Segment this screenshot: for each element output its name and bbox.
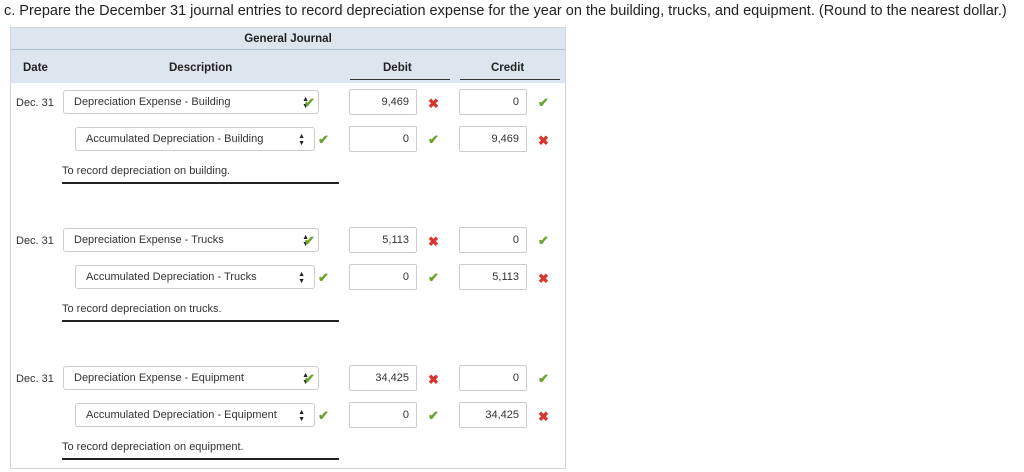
entry-explanation: To record depreciation on trucks. bbox=[62, 303, 222, 315]
debit-amount-input[interactable]: 34,425 bbox=[349, 365, 417, 391]
credit-account-select[interactable]: Accumulated Depreciation - Building ▲ ▼ bbox=[75, 127, 315, 151]
journal-title: General Journal bbox=[244, 33, 332, 45]
credit-account-select[interactable]: Accumulated Depreciation - Trucks ▲ ▼ bbox=[75, 265, 315, 289]
debit-account-value: Depreciation Expense - Building bbox=[74, 96, 231, 108]
explanation-underline bbox=[62, 458, 339, 460]
credit-account-value: Accumulated Depreciation - Equipment bbox=[86, 409, 277, 421]
checkmark-icon: ✔ bbox=[318, 270, 329, 285]
debit-amount-input[interactable]: 5,113 bbox=[349, 227, 417, 253]
up-down-arrow-icon: ▲ ▼ bbox=[302, 234, 309, 248]
debit-amount-input[interactable]: 0 bbox=[349, 126, 417, 152]
debit-account-value: Depreciation Expense - Equipment bbox=[74, 372, 244, 384]
checkmark-icon: ✔ bbox=[538, 233, 549, 248]
debit-account-select[interactable]: Depreciation Expense - Equipment ▲ ▼ bbox=[63, 366, 319, 390]
up-down-arrow-icon: ▲ ▼ bbox=[298, 409, 305, 423]
column-header-date: Date bbox=[23, 62, 48, 74]
x-mark-icon: ✖ bbox=[428, 234, 439, 249]
credit-account-value: Accumulated Depreciation - Trucks bbox=[86, 271, 257, 283]
credit-amount-input[interactable]: 9,469 bbox=[459, 126, 527, 152]
checkmark-icon: ✔ bbox=[318, 408, 329, 423]
x-mark-icon: ✖ bbox=[538, 409, 549, 424]
entry-date: Dec. 31 bbox=[16, 97, 54, 109]
checkmark-icon: ✔ bbox=[538, 95, 549, 110]
entry-explanation: To record depreciation on equipment. bbox=[62, 441, 244, 453]
x-mark-icon: ✖ bbox=[428, 372, 439, 387]
x-mark-icon: ✖ bbox=[538, 133, 549, 148]
x-mark-icon: ✖ bbox=[428, 96, 439, 111]
debit-account-select[interactable]: Depreciation Expense - Trucks ▲ ▼ bbox=[63, 228, 319, 252]
entry-date: Dec. 31 bbox=[16, 235, 54, 247]
credit-header-rule bbox=[460, 79, 560, 80]
credit-account-value: Accumulated Depreciation - Building bbox=[86, 133, 264, 145]
checkmark-icon: ✔ bbox=[428, 408, 439, 423]
checkmark-icon: ✔ bbox=[428, 132, 439, 147]
debit-header-rule bbox=[350, 79, 450, 80]
column-header-debit: Debit bbox=[383, 62, 412, 74]
checkmark-icon: ✔ bbox=[304, 371, 315, 386]
credit-amount-input[interactable]: 34,425 bbox=[459, 402, 527, 428]
debit-amount-input[interactable]: 0 bbox=[349, 402, 417, 428]
column-header-description: Description bbox=[169, 62, 233, 74]
checkmark-icon: ✔ bbox=[318, 132, 329, 147]
debit-amount-input[interactable]: 0 bbox=[349, 264, 417, 290]
table-header bbox=[11, 28, 565, 83]
title-divider bbox=[11, 49, 565, 50]
checkmark-icon: ✔ bbox=[304, 233, 315, 248]
checkmark-icon: ✔ bbox=[538, 371, 549, 386]
credit-amount-input[interactable]: 0 bbox=[459, 89, 527, 115]
question-text: c. Prepare the December 31 journal entri… bbox=[4, 3, 1007, 19]
up-down-arrow-icon: ▲ ▼ bbox=[302, 96, 309, 110]
general-journal-table: General Journal Date Description Debit C… bbox=[10, 27, 566, 469]
up-down-arrow-icon: ▲ ▼ bbox=[302, 372, 309, 386]
checkmark-icon: ✔ bbox=[428, 270, 439, 285]
credit-amount-input[interactable]: 5,113 bbox=[459, 264, 527, 290]
explanation-underline bbox=[62, 182, 339, 184]
up-down-arrow-icon: ▲ ▼ bbox=[298, 133, 305, 147]
credit-account-select[interactable]: Accumulated Depreciation - Equipment ▲ ▼ bbox=[75, 403, 315, 427]
debit-account-value: Depreciation Expense - Trucks bbox=[74, 234, 224, 246]
entry-date: Dec. 31 bbox=[16, 373, 54, 385]
up-down-arrow-icon: ▲ ▼ bbox=[298, 271, 305, 285]
credit-amount-input[interactable]: 0 bbox=[459, 227, 527, 253]
entry-explanation: To record depreciation on building. bbox=[62, 165, 231, 177]
explanation-underline bbox=[62, 320, 339, 322]
credit-amount-input[interactable]: 0 bbox=[459, 365, 527, 391]
column-header-credit: Credit bbox=[491, 62, 525, 74]
debit-account-select[interactable]: Depreciation Expense - Building ▲ ▼ bbox=[63, 90, 319, 114]
x-mark-icon: ✖ bbox=[538, 271, 549, 286]
checkmark-icon: ✔ bbox=[304, 95, 315, 110]
debit-amount-input[interactable]: 9,469 bbox=[349, 89, 417, 115]
